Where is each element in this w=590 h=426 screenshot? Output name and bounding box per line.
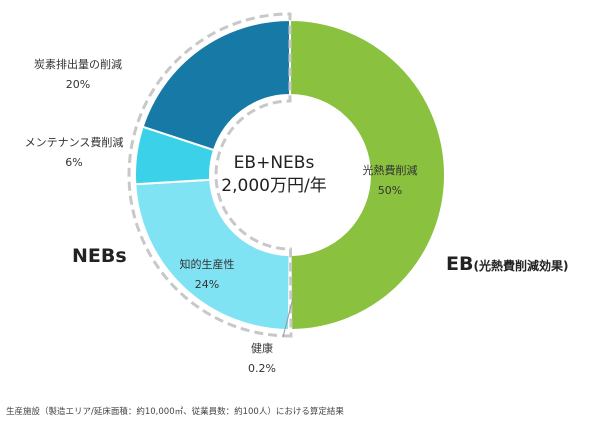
slice-2 bbox=[134, 178, 291, 332]
slice-value-2: 24% bbox=[195, 278, 219, 291]
slice-value-4: 20% bbox=[66, 78, 90, 91]
slice-0 bbox=[289, 18, 446, 332]
slice-value-0: 50% bbox=[378, 184, 402, 197]
footnote: 生産施設（製造エリア/延床面積：約10,000㎡、従業員数：約100人）における… bbox=[6, 407, 344, 417]
slice-label-1: 健康 bbox=[251, 341, 273, 355]
center-total-value: 2,000万円/年 bbox=[221, 176, 326, 196]
group-eb-note: (光熱費削減効果) bbox=[473, 258, 568, 273]
slice-label-4: 炭素排出量の削減 bbox=[34, 57, 122, 71]
slice-label-0: 光熱費削減 bbox=[363, 163, 418, 177]
slice-value-3: 6% bbox=[65, 156, 82, 169]
group-eb-label: EB(光熱費削減効果) bbox=[446, 253, 568, 275]
group-eb-name: EB bbox=[446, 253, 473, 275]
donut-slices bbox=[134, 18, 446, 332]
center-total-label: EB+NEBs bbox=[234, 153, 315, 173]
slice-label-3: メンテナンス費削減 bbox=[25, 135, 124, 149]
group-nebs-label: NEBs bbox=[72, 245, 127, 267]
slice-label-2: 知的生産性 bbox=[180, 257, 235, 271]
slice-4 bbox=[141, 18, 291, 152]
slice-value-1: 0.2% bbox=[248, 362, 276, 375]
health-leader-line bbox=[282, 297, 294, 338]
donut-chart: 光熱費削減 50% 健康 0.2% 知的生産性 24% メンテナンス費削減 6% 炭素排出量の削… bbox=[25, 12, 568, 375]
slice-labels: 光熱費削減 50% 健康 0.2% 知的生産性 24% メンテナンス費削減 6% 炭素排出量の削… bbox=[25, 57, 418, 375]
nebs-dashed-outline bbox=[127, 12, 293, 338]
